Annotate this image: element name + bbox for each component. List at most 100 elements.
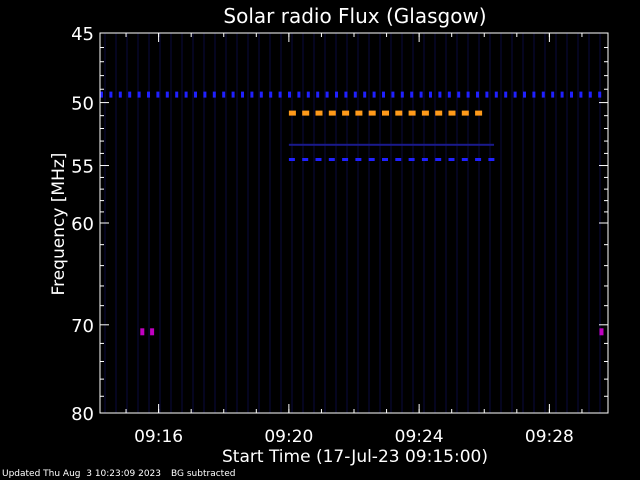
spectrum-stripe <box>467 33 469 413</box>
emission-dash <box>175 91 179 98</box>
emission-dash <box>447 91 451 98</box>
emission-bands <box>100 91 604 336</box>
spectrum-stripe <box>302 33 304 413</box>
spectrum-stripe <box>401 33 403 413</box>
spectrum-stripe <box>225 33 227 413</box>
emission-dash <box>250 91 254 98</box>
emission-dash <box>494 91 498 98</box>
spectrum-stripe <box>247 33 249 413</box>
emission-dash <box>288 158 295 161</box>
emission-dash <box>532 91 536 98</box>
emission-dash <box>342 158 349 161</box>
emission-dash <box>391 91 395 98</box>
background-note: BG subtracted <box>171 469 236 479</box>
emission-dash <box>156 91 160 98</box>
emission-dash <box>241 91 244 98</box>
emission-dash <box>435 110 443 116</box>
emission-dash <box>382 110 389 116</box>
spectrum-stripe <box>544 33 546 413</box>
emission-dash <box>231 91 235 98</box>
plot-area <box>100 33 608 413</box>
spectrum-stripe <box>577 33 579 413</box>
emission-dash <box>316 91 320 98</box>
emission-dash <box>421 110 429 116</box>
y-axis-label: Frequency [MHz] <box>49 153 69 296</box>
x-tick-label: 09:16 <box>134 427 183 447</box>
emission-dash <box>302 110 310 116</box>
emission-dash <box>184 91 188 98</box>
spectrum-stripe <box>137 33 139 413</box>
spectrum-stripe <box>203 33 205 413</box>
y-tick-label: 50 <box>71 94 94 115</box>
emission-dash <box>457 91 461 98</box>
chart-title: Solar radio Flux (Glasgow) <box>223 4 486 28</box>
spectrum-stripe <box>115 33 117 413</box>
spectrum-stripe <box>280 33 282 413</box>
emission-spot <box>140 328 145 336</box>
emission-dash <box>165 91 169 98</box>
emission-dash <box>570 91 573 98</box>
spectrum-stripe <box>324 33 326 413</box>
spectrum-stripe <box>434 33 436 413</box>
spectrum-stripe <box>269 33 271 413</box>
spectrum-stripe <box>445 33 447 413</box>
emission-dash <box>466 91 470 98</box>
spectrum-stripe <box>181 33 183 413</box>
emission-dash <box>335 91 338 98</box>
emission-line <box>288 143 495 146</box>
emission-dash <box>588 91 592 98</box>
updated-timestamp: Updated Thu Aug 3 10:23:09 2023 <box>2 469 162 479</box>
emission-dash <box>342 110 350 116</box>
emission-dash <box>485 91 489 98</box>
emission-dash <box>461 110 469 116</box>
emission-dash <box>147 91 150 98</box>
emission-dash <box>475 158 482 161</box>
emission-dash <box>259 91 263 98</box>
emission-dash <box>368 110 376 116</box>
emission-dash <box>363 91 367 98</box>
spectrum-stripe <box>533 33 535 413</box>
emission-dash <box>315 158 322 161</box>
spectrum-stripe <box>258 33 260 413</box>
emission-dash <box>315 110 323 116</box>
emission-dash <box>408 110 416 116</box>
spectrum-stripe <box>313 33 315 413</box>
spectrum-stripe <box>368 33 370 413</box>
x-axis-label: Start Time (17-Jul-23 09:15:00) <box>222 447 488 467</box>
spectrum-stripe <box>500 33 502 413</box>
emission-dash <box>212 91 216 98</box>
emission-dash <box>355 158 362 161</box>
emission-dash <box>368 158 375 161</box>
y-tick-label: 45 <box>71 24 94 45</box>
emission-dash <box>288 91 291 98</box>
spectrum-stripe <box>379 33 381 413</box>
spectrum-stripe <box>478 33 480 413</box>
emission-dash <box>395 110 403 116</box>
spectrum-stripe <box>566 33 568 413</box>
emission-dash <box>513 91 517 98</box>
spectrum-stripe <box>346 33 348 413</box>
emission-dash <box>328 110 336 116</box>
y-tick-label: 70 <box>71 316 94 337</box>
x-tick-label: 09:24 <box>395 427 444 447</box>
emission-dash <box>551 91 555 98</box>
spectrum-stripe <box>412 33 414 413</box>
emission-dash <box>435 158 442 161</box>
emission-dash <box>560 91 564 98</box>
emission-dash <box>523 91 526 98</box>
emission-dash <box>137 91 141 98</box>
emission-dash <box>288 110 296 116</box>
emission-dash <box>328 158 335 161</box>
emission-dash <box>306 91 310 98</box>
emission-dash <box>128 91 132 98</box>
spectrum-stripe <box>159 33 161 413</box>
spectrum-stripe <box>489 33 491 413</box>
emission-dash <box>429 91 432 98</box>
spectrum-stripe <box>236 33 238 413</box>
emission-dash <box>353 91 357 98</box>
spectrum-stripe <box>456 33 458 413</box>
emission-dash <box>410 91 414 98</box>
emission-dash <box>541 91 545 98</box>
emission-dash <box>302 158 309 161</box>
